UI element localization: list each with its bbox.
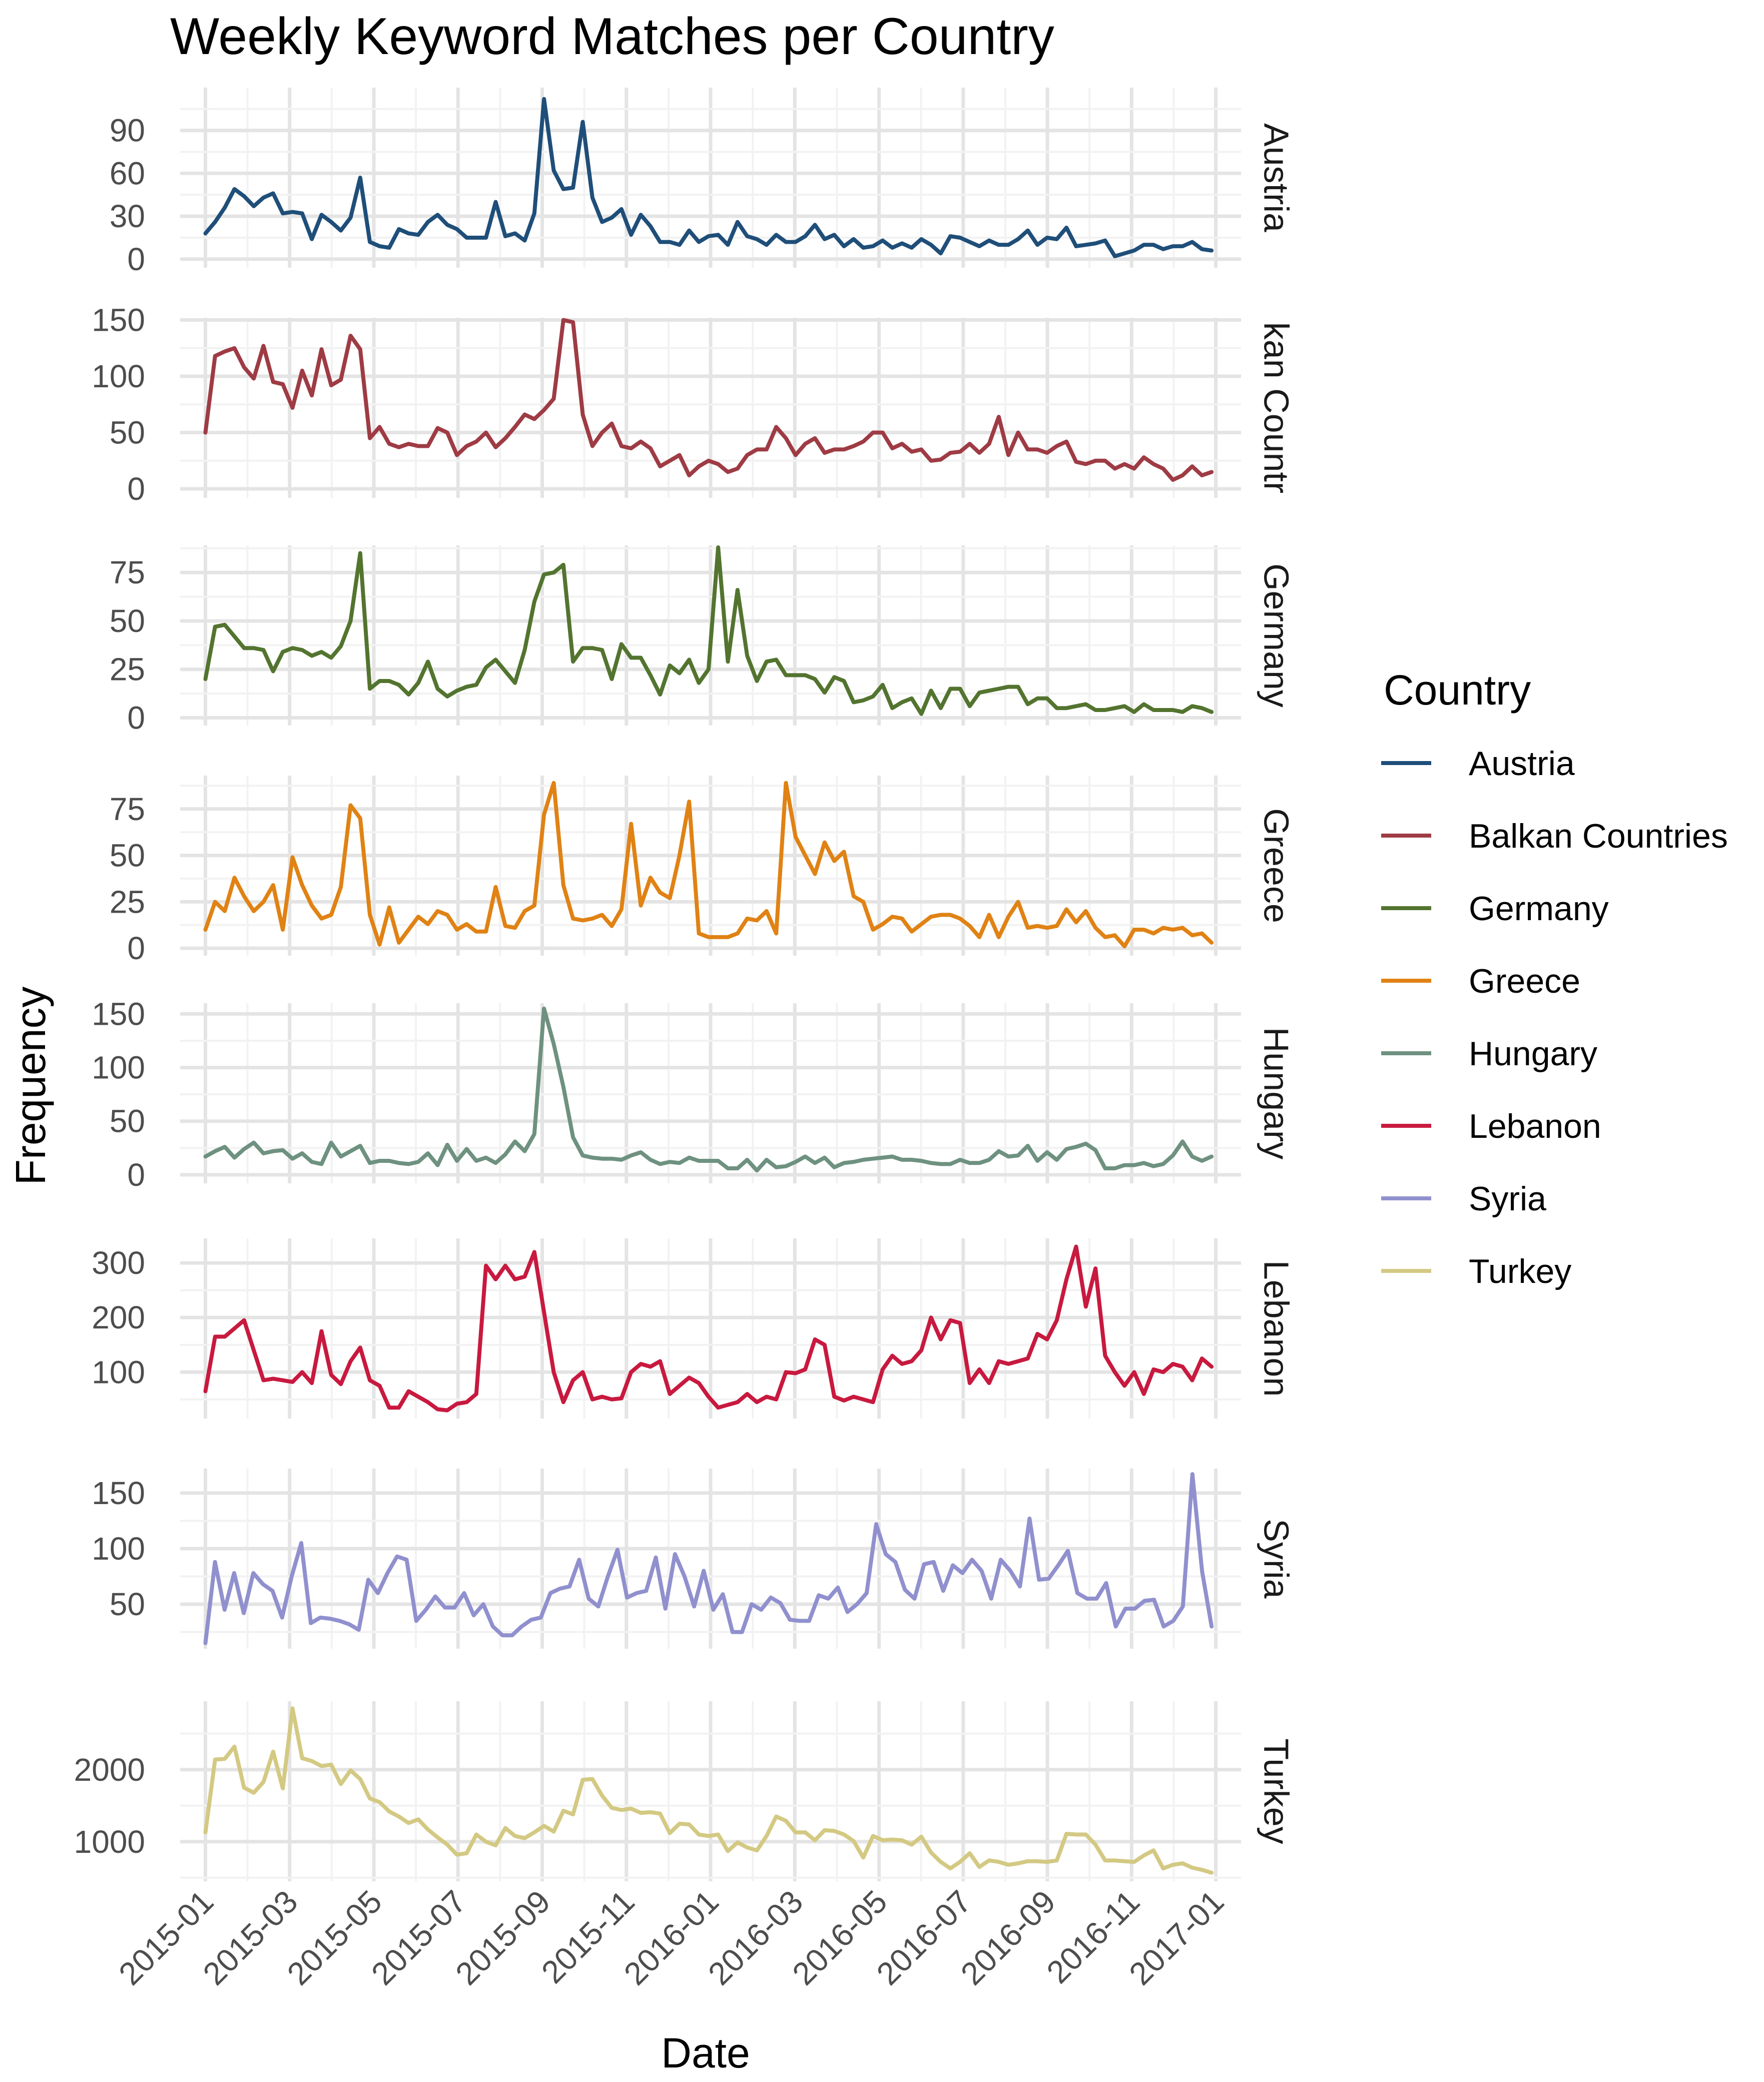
y-tick-label: 300 <box>92 1245 145 1281</box>
facet-strip-label: Germany <box>1257 563 1296 708</box>
legend-item: Turkey <box>1381 1252 1571 1290</box>
y-tick-label: 60 <box>110 155 145 191</box>
panel-greece: 0 25 50 75 Greece <box>110 776 1296 966</box>
y-tick-label: 150 <box>92 996 145 1032</box>
facet-strip-label: Greece <box>1257 808 1296 923</box>
y-tick-label: 150 <box>92 1475 145 1511</box>
y-tick-label: 100 <box>92 1050 145 1086</box>
panel-germany: 0 25 50 75 Germany <box>110 545 1296 736</box>
y-tick-label: 200 <box>92 1299 145 1335</box>
y-tick-label: 25 <box>110 651 145 687</box>
series-line-balkan-countries <box>203 318 1214 482</box>
legend: Country Austria Balkan Countries Germany Gr… <box>1381 666 1728 1290</box>
y-tick-label: 50 <box>110 1586 145 1622</box>
y-tick-label: 150 <box>92 302 145 338</box>
y-tick-label: 0 <box>127 930 145 966</box>
y-tick-label: 50 <box>110 1103 145 1139</box>
y-tick-label: 1000 <box>74 1824 145 1860</box>
y-tick-label: 50 <box>110 603 145 639</box>
y-tick-label: 2000 <box>74 1752 145 1788</box>
y-tick-label: 25 <box>110 884 145 920</box>
panel-syria: 50 100 150 Syria <box>92 1469 1296 1649</box>
y-tick-label: 75 <box>110 791 145 827</box>
panel-balkan-countries: 0 50 100 150 kan Countr <box>92 302 1296 507</box>
series-line-germany <box>203 545 1214 716</box>
panel-turkey: 1000 2000 Turkey <box>74 1701 1296 1881</box>
y-tick-label: 0 <box>127 1157 145 1193</box>
chart-title: Weekly Keyword Matches per Country <box>170 8 1054 66</box>
legend-label: Greece <box>1469 962 1580 1000</box>
y-tick-label: 0 <box>127 700 145 736</box>
x-axis-title: Date <box>661 2029 750 2076</box>
legend-label: Hungary <box>1469 1035 1597 1073</box>
legend-item: Austria <box>1381 745 1575 783</box>
panel-austria: 0 30 60 90 Austria <box>110 88 1296 277</box>
y-tick-label: 0 <box>127 241 145 277</box>
panel-lebanon: 100 200 300 Lebanon <box>92 1238 1296 1419</box>
legend-item: Balkan Countries <box>1381 817 1728 855</box>
facet-strip-label: Turkey <box>1257 1738 1296 1844</box>
legend-label: Austria <box>1469 745 1575 783</box>
series-line-greece <box>203 781 1214 949</box>
facet-strip-label: kan Countr <box>1257 322 1296 493</box>
series-line-hungary <box>203 1006 1214 1173</box>
panel-hungary: 0 50 100 150 Hungary <box>92 996 1296 1192</box>
facet-strip-label: Syria <box>1257 1519 1296 1599</box>
y-axis-title: Frequency <box>7 987 54 1185</box>
legend-item: Hungary <box>1381 1035 1597 1073</box>
legend-title: Country <box>1384 666 1531 714</box>
y-tick-label: 30 <box>110 198 145 234</box>
series-line-syria <box>203 1472 1214 1645</box>
y-tick-label: 90 <box>110 113 145 149</box>
legend-label: Lebanon <box>1469 1107 1601 1145</box>
legend-item: Syria <box>1381 1180 1546 1218</box>
series-line-austria <box>203 97 1214 259</box>
y-tick-label: 100 <box>92 1531 145 1567</box>
legend-label: Syria <box>1469 1180 1546 1218</box>
legend-label: Turkey <box>1469 1252 1571 1290</box>
series-line-lebanon <box>203 1244 1214 1413</box>
y-tick-label: 100 <box>92 358 145 394</box>
legend-item: Greece <box>1381 962 1580 1000</box>
legend-item: Lebanon <box>1381 1107 1601 1145</box>
y-tick-label: 75 <box>110 554 145 590</box>
series-line-turkey <box>203 1706 1214 1875</box>
legend-item: Germany <box>1381 890 1609 928</box>
legend-label: Germany <box>1469 890 1609 928</box>
facet-strip-label: Hungary <box>1257 1027 1296 1160</box>
y-tick-label: 100 <box>92 1354 145 1390</box>
facet-strip-label: Lebanon <box>1257 1260 1296 1397</box>
y-tick-label: 50 <box>110 838 145 874</box>
facet-strip-label: Austria <box>1257 123 1296 232</box>
y-tick-label: 0 <box>127 471 145 507</box>
y-tick-label: 50 <box>110 415 145 451</box>
legend-label: Balkan Countries <box>1469 817 1728 855</box>
